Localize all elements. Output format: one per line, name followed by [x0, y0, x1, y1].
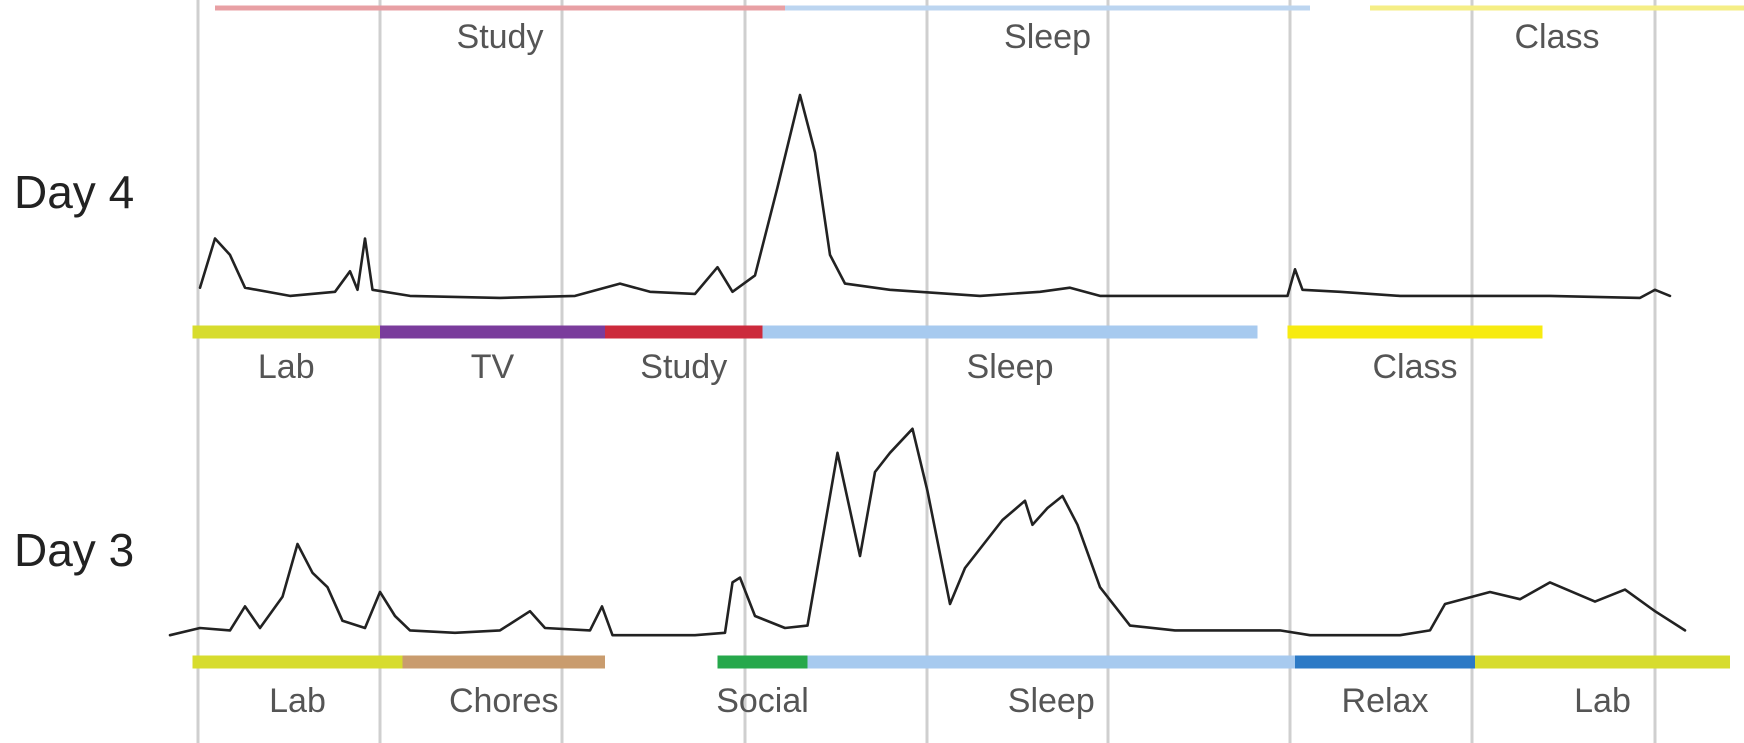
activity-day3-label-3: Social: [716, 682, 809, 720]
activity-day4-label-1: Lab: [258, 348, 315, 386]
top-activity-label-3: Class: [1514, 18, 1599, 56]
day-4-label: Day 4: [14, 166, 134, 218]
activity-day3-label-1: Lab: [269, 682, 326, 720]
signal-line-day-4: [198, 93, 1672, 300]
activity-day3-label-4: Sleep: [1008, 682, 1095, 720]
activity-day3-label-5: Relax: [1342, 682, 1429, 720]
activity-day4-bar-5: [1287, 325, 1543, 339]
activity-day4-label-5: Class: [1372, 348, 1457, 386]
activity-day4-label-4: Sleep: [967, 348, 1054, 386]
top-activity-label-2: Sleep: [1004, 18, 1091, 56]
activity-day3-label-2: Chores: [449, 682, 559, 720]
activity-day3-bar-5: [1295, 655, 1475, 669]
activity-day4-label-3: Study: [640, 348, 727, 386]
activity-day4-bar-1: [192, 325, 380, 339]
top-activity-bar-3: [1370, 5, 1744, 11]
activity-day3-bar-3: [717, 655, 808, 669]
activity-day3-label-6: Lab: [1574, 682, 1631, 720]
activity-day3-bar-4: [807, 655, 1295, 669]
activity-day4-bar-2: [380, 325, 605, 339]
day-3-label: Day 3: [14, 524, 134, 576]
top-activity-bar-1: [215, 5, 785, 11]
day-4-panel: Day 4 Study Sleep Class Lab TV Study Sleep Clas…: [14, 5, 1744, 386]
signal-line-day-3: [168, 427, 1687, 637]
activity-day3-bar-2: [402, 655, 605, 669]
day-3-panel: Day 3 Lab Chores Social Sleep Relax Lab: [14, 427, 1730, 720]
vertical-gridlines: [196, 0, 1657, 743]
top-activity-bar-2: [785, 5, 1310, 11]
activity-day3-bar-6: [1475, 655, 1730, 669]
activity-day4-bar-3: [605, 325, 763, 339]
top-activity-label-1: Study: [457, 18, 544, 56]
activity-day4-label-2: TV: [471, 348, 515, 386]
activity-day3-bar-1: [192, 655, 403, 669]
activity-day4-bar-4: [762, 325, 1258, 339]
